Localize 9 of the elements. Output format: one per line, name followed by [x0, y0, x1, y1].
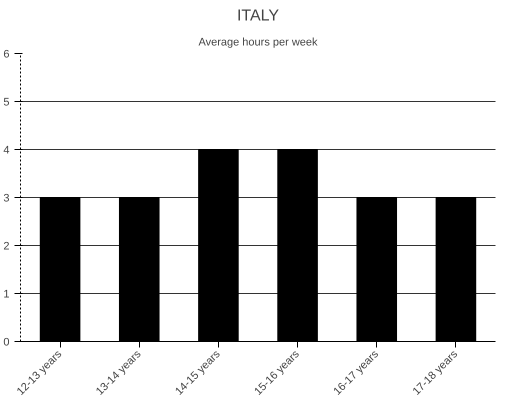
chart-title: ITALY — [236, 8, 280, 24]
y-tick-label: 6 — [3, 48, 10, 60]
y-tick-label: 1 — [3, 288, 10, 300]
y-tick-label: 0 — [3, 336, 10, 348]
chart-subtitle: Average hours per week — [198, 36, 318, 48]
y-tick-label: 5 — [3, 96, 10, 108]
y-tick-label: 4 — [3, 144, 10, 156]
y-tick-label: 3 — [3, 192, 10, 204]
y-tick-label: 2 — [3, 240, 10, 252]
